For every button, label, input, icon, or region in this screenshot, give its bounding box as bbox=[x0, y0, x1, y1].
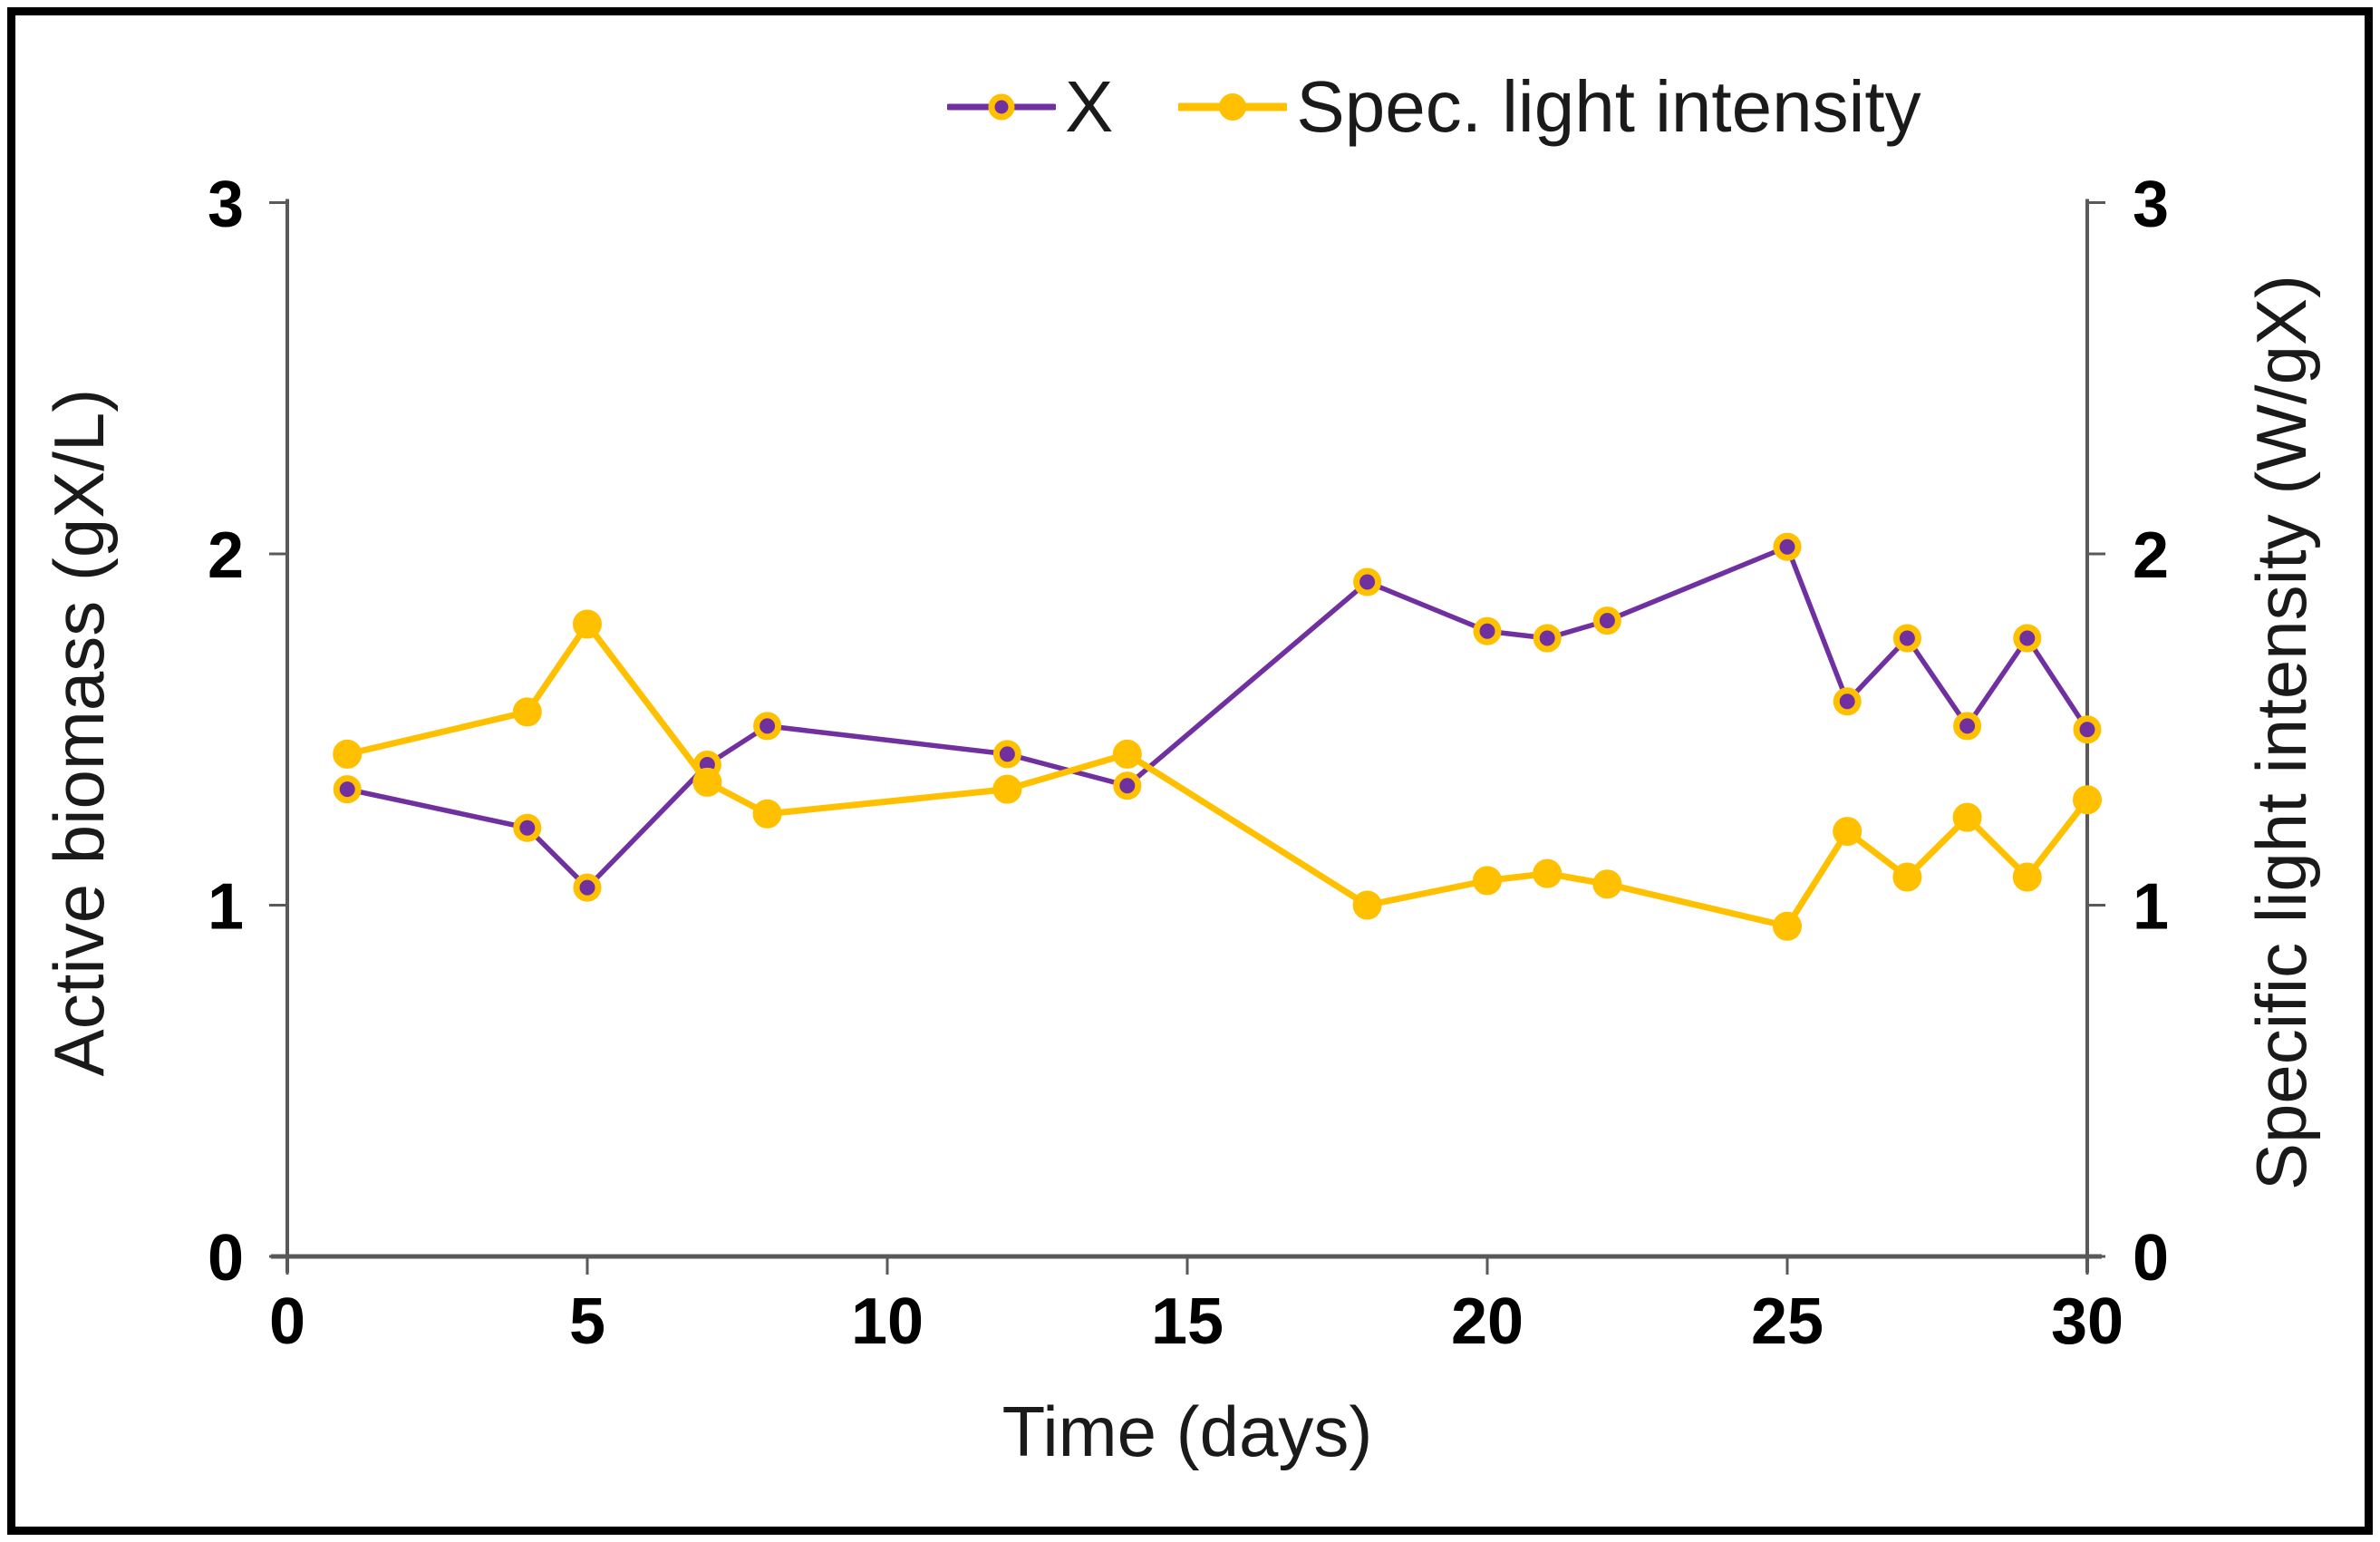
series-x-marker bbox=[513, 813, 542, 842]
legend-marker-x-icon bbox=[947, 93, 1056, 121]
series-spec-marker bbox=[1112, 739, 1142, 769]
series-spec-marker bbox=[1773, 911, 1802, 941]
series-x-marker bbox=[992, 740, 1021, 769]
y-tick-label-right: 2 bbox=[2133, 519, 2169, 592]
series-spec-marker bbox=[692, 767, 722, 797]
series-x-marker bbox=[573, 873, 602, 902]
series-spec-marker bbox=[1473, 866, 1502, 896]
series-x-marker bbox=[1533, 624, 1562, 653]
series-spec-line bbox=[343, 621, 2091, 930]
y-tick-label-left: 3 bbox=[208, 169, 244, 241]
x-axis-title: Time (days) bbox=[1001, 1392, 1373, 1471]
series-x-marker bbox=[753, 712, 782, 741]
x-tick-label: 15 bbox=[1151, 1285, 1224, 1358]
legend: X Spec. light intensity bbox=[947, 71, 1921, 143]
series-spec-marker bbox=[2073, 785, 2102, 815]
x-tick-label: 10 bbox=[851, 1285, 924, 1358]
series-x-marker bbox=[1113, 771, 1142, 800]
series-x-marker bbox=[1473, 616, 1502, 645]
series-spec-marker bbox=[1952, 802, 1982, 832]
series-spec-marker bbox=[1533, 858, 1562, 888]
series-x-line bbox=[344, 544, 2090, 890]
series-spec-marker bbox=[1892, 862, 1922, 892]
series-x-marker bbox=[1953, 712, 1982, 741]
series-x-marker bbox=[1592, 606, 1621, 635]
series-x-marker bbox=[333, 775, 362, 804]
series-spec-marker bbox=[333, 739, 363, 769]
legend-item-spec: Spec. light intensity bbox=[1178, 66, 1921, 147]
y-tick-label-right: 1 bbox=[2133, 871, 2169, 944]
series-spec-marker bbox=[992, 774, 1022, 804]
legend-item-x: X bbox=[947, 71, 1113, 143]
series-spec-marker bbox=[1352, 890, 1382, 920]
y-tick-label-left: 1 bbox=[208, 871, 244, 944]
series-x-marker bbox=[1833, 687, 1862, 716]
series-x-marker bbox=[1892, 624, 1921, 653]
x-tick-label: 30 bbox=[2051, 1285, 2124, 1358]
series-spec-marker bbox=[512, 697, 542, 727]
series-spec-marker bbox=[2012, 862, 2042, 892]
series-x-marker bbox=[2013, 624, 2042, 653]
legend-marker-spec-icon bbox=[1178, 93, 1288, 121]
x-tick-label: 0 bbox=[269, 1285, 305, 1358]
series-x-marker bbox=[2073, 715, 2102, 744]
x-tick-label: 20 bbox=[1451, 1285, 1524, 1358]
series-spec-marker bbox=[1833, 817, 1862, 847]
x-tick-label: 25 bbox=[1751, 1285, 1824, 1358]
series-spec-marker bbox=[752, 799, 782, 829]
y-tick-label-left: 0 bbox=[208, 1222, 244, 1295]
chart-frame bbox=[7, 7, 2373, 1535]
series-x-marker bbox=[1353, 567, 1382, 596]
series-x-marker bbox=[1773, 532, 1802, 561]
y-tick-label-right: 3 bbox=[2133, 169, 2169, 241]
x-tick-label: 5 bbox=[569, 1285, 605, 1358]
y-tick-label-left: 2 bbox=[208, 519, 244, 592]
legend-label-x: X bbox=[1065, 66, 1114, 147]
series-spec-marker bbox=[1592, 869, 1622, 899]
series-spec-marker bbox=[573, 609, 602, 639]
legend-label-spec: Spec. light intensity bbox=[1296, 66, 1921, 147]
y-tick-label-right: 0 bbox=[2133, 1222, 2169, 1295]
